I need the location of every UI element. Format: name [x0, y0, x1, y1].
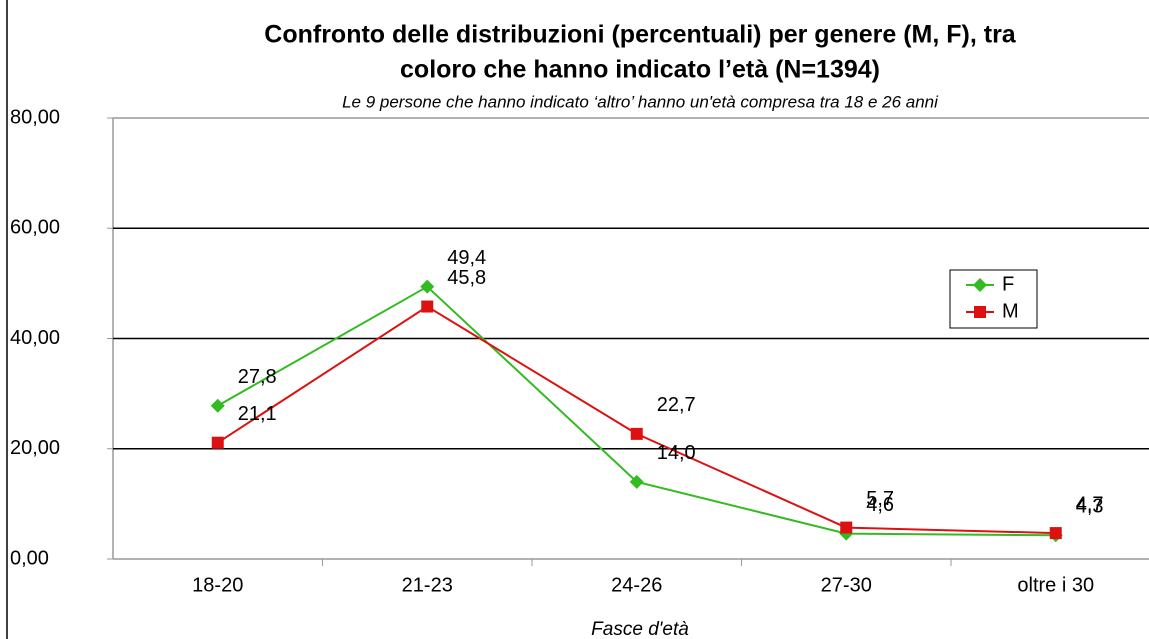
data-label: 4,7 — [1076, 493, 1104, 515]
data-label: 45,8 — [447, 267, 486, 289]
legend-box — [949, 269, 1038, 329]
legend-label: M — [1002, 300, 1019, 322]
series-line — [217, 285, 1056, 537]
marker — [1049, 527, 1062, 540]
y-tick-label: 0,00 — [10, 547, 49, 569]
marker — [211, 436, 224, 449]
marker — [420, 279, 435, 294]
y-tick-label: 40,00 — [10, 327, 60, 349]
chart-title: Confronto delle distribuzioni (percentua… — [264, 21, 1017, 49]
marker — [973, 278, 987, 292]
marker — [421, 300, 434, 313]
legend-label: F — [1002, 273, 1014, 295]
y-tick-label: 60,00 — [10, 217, 60, 239]
y-tick-label: 20,00 — [10, 437, 60, 459]
marker — [630, 427, 643, 440]
data-label: 4,3 — [1076, 496, 1104, 518]
x-axis-title: Fasce d'età — [591, 619, 689, 639]
x-tick-label: 18-20 — [192, 574, 243, 596]
data-label: 49,4 — [447, 247, 486, 269]
marker — [840, 521, 853, 534]
x-tick-label: 27-30 — [821, 574, 872, 596]
data-label: 14,0 — [657, 442, 696, 464]
series-line — [217, 305, 1056, 535]
chart-subtitle: Le 9 persone che hanno indicato ‘altro’ … — [342, 92, 939, 111]
marker — [974, 306, 986, 318]
y-tick-label: 80,00 — [10, 106, 60, 128]
x-tick-label: 24-26 — [611, 574, 662, 596]
data-label: 5,7 — [866, 488, 894, 510]
marker — [210, 398, 225, 413]
data-label: 21,1 — [238, 403, 277, 425]
data-label: 22,7 — [657, 394, 696, 416]
data-label: 4,6 — [866, 494, 894, 516]
data-label: 27,8 — [238, 366, 277, 388]
x-tick-label: 21-23 — [402, 574, 453, 596]
marker — [629, 474, 644, 489]
chart-title: coloro che hanno indicato l’età (N=1394) — [400, 56, 880, 84]
x-tick-label: oltre i 30 — [1017, 574, 1094, 596]
